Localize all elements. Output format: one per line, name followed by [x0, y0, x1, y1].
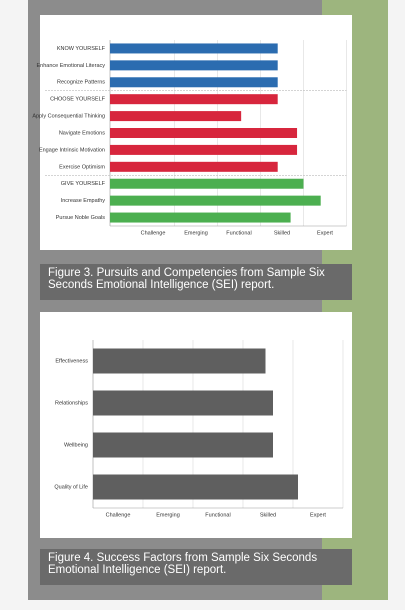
- x-tick-label: Expert: [310, 512, 326, 518]
- bar: [93, 348, 266, 374]
- y-tick-label: Navigate Emotions: [59, 130, 105, 136]
- bar: [93, 474, 298, 500]
- x-tick-label: Emerging: [156, 512, 180, 518]
- y-tick-label: Effectiveness: [55, 358, 88, 364]
- bar: [110, 128, 298, 138]
- y-tick-label: KNOW YOURSELF: [57, 46, 106, 52]
- bar: [110, 178, 304, 189]
- bar: [110, 94, 278, 105]
- caption: Figure 4. Success Factors from Sample Si…: [40, 549, 352, 585]
- y-tick-label: Recognize Patterns: [57, 80, 105, 86]
- bar: [110, 60, 278, 71]
- x-tick-label: Skilled: [274, 230, 290, 236]
- bar: [110, 195, 321, 206]
- bar: [110, 212, 291, 223]
- bar: [110, 111, 242, 122]
- y-tick-label: Engage Intrinsic Motivation: [39, 147, 105, 153]
- bar: [110, 144, 298, 155]
- x-tick-label: Challenge: [106, 512, 131, 518]
- y-tick-label: Relationships: [55, 400, 88, 406]
- y-tick-label: GIVE YOURSELF: [61, 181, 106, 187]
- x-tick-label: Functional: [226, 230, 251, 236]
- y-tick-label: CHOOSE YOURSELF: [50, 97, 106, 103]
- x-tick-label: Challenge: [141, 230, 166, 236]
- y-tick-label: Wellbeing: [64, 442, 88, 448]
- y-tick-label: Quality of Life: [54, 484, 88, 490]
- x-tick-label: Expert: [317, 230, 333, 236]
- y-tick-label: Apply Consequential Thinking: [32, 114, 105, 120]
- bar: [110, 161, 278, 172]
- bar: [93, 390, 273, 416]
- y-tick-label: Pursue Noble Goals: [56, 215, 105, 221]
- y-tick-label: Increase Empathy: [61, 198, 106, 204]
- y-tick-label: Exercise Optimism: [59, 164, 105, 170]
- caption: Figure 3. Pursuits and Competencies from…: [40, 264, 352, 300]
- bar: [110, 43, 278, 54]
- bar: [93, 432, 273, 458]
- x-tick-label: Emerging: [184, 230, 208, 236]
- x-tick-label: Functional: [205, 512, 230, 518]
- y-tick-label: Enhance Emotional Literacy: [37, 63, 106, 69]
- bar: [110, 77, 278, 88]
- x-tick-label: Skilled: [260, 512, 276, 518]
